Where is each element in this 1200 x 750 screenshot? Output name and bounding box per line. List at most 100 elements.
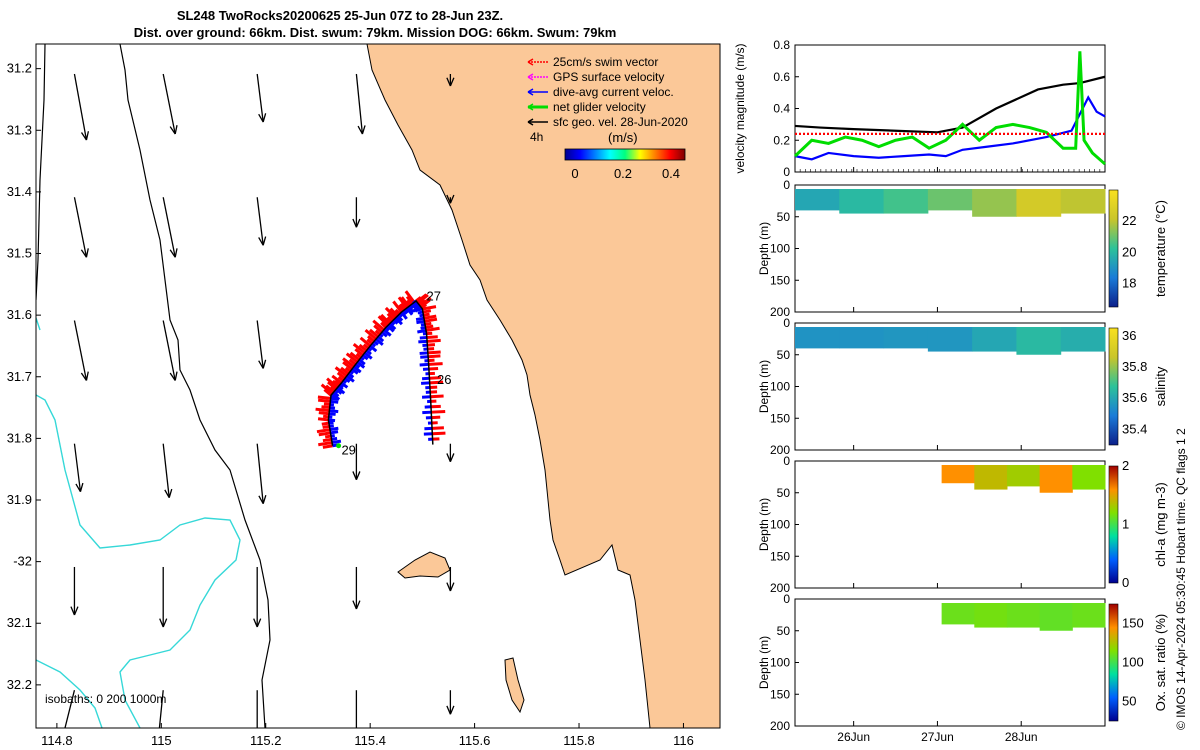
section-cell (1039, 603, 1073, 631)
y-tick-label: 31.8 (7, 430, 32, 445)
section-cell (974, 603, 1008, 628)
colorbar-tick-label: 0 (571, 166, 578, 181)
velocity-axes (794, 44, 1106, 173)
current-vector-ribbon (328, 299, 433, 448)
y-tick-label: 31.6 (7, 307, 32, 322)
colorbar-label: temperature (°C) (1153, 200, 1168, 297)
y-tick-label: 50 (777, 624, 791, 638)
chart-title: SL248 TwoRocks20200625 25-Jun 07Z to 28-… (176, 8, 504, 23)
y-axis-label: Depth (m) (757, 636, 771, 689)
y-tick-label: 31.5 (7, 246, 32, 261)
section-cell (839, 327, 885, 349)
legend-item: sfc geo. vel. 28-Jun-2020 (527, 115, 688, 129)
colorbar-tick-label: 50 (1122, 694, 1136, 709)
y-tick-label: 31.4 (7, 184, 32, 199)
y-tick-label: 0 (783, 165, 790, 179)
svg-text:net glider velocity: net glider velocity (553, 100, 646, 114)
y-tick-label: 150 (770, 549, 790, 563)
colorbar (1108, 327, 1119, 446)
isobath-200m (119, 44, 271, 728)
section-cell (927, 327, 973, 352)
geo-velocity-arrow (256, 443, 267, 505)
y-tick-label: 50 (777, 486, 791, 500)
colorbar-tick-label: 35.4 (1122, 421, 1147, 436)
x-tick-label: 116 (673, 733, 694, 748)
y-tick-label: 150 (770, 411, 790, 425)
y-axis-label: velocity magnitude (m/s) (733, 43, 747, 173)
x-tick-label: 115.4 (354, 733, 386, 748)
y-tick-label: 200 (770, 581, 790, 595)
y-tick-label: 0.6 (773, 70, 790, 84)
section-cell (1072, 603, 1106, 628)
colorbar-tick-label: 0.4 (662, 166, 680, 181)
section-cell (1016, 327, 1062, 355)
isobaths-label: isobaths: 0 200 1000m (45, 692, 167, 706)
isobath-1000m (36, 44, 46, 301)
swim-vector-ribbon (315, 290, 446, 449)
colorbar-tick-label: 1 (1122, 517, 1129, 532)
y-tick-label: -32 (13, 554, 32, 569)
x-tick-label: 115.6 (459, 733, 491, 748)
geo-velocity-arrow (256, 690, 258, 728)
y-tick-label: 100 (770, 656, 790, 670)
y-tick-label: 50 (777, 210, 791, 224)
y-tick-label: 0.4 (773, 102, 790, 116)
colorbar-tick-label: 22 (1122, 213, 1136, 228)
legend-item: net glider velocity (527, 100, 646, 114)
section-cell (1060, 327, 1106, 352)
geo-velocity-arrow (352, 566, 361, 610)
y-tick-label: 0 (783, 592, 790, 606)
geo-velocity-arrow (162, 443, 173, 499)
geo-velocity-arrow (256, 197, 267, 246)
y-tick-label: 100 (770, 380, 790, 394)
y-tick-label: 200 (770, 719, 790, 733)
y-tick-label: 150 (770, 687, 790, 701)
svg-text:GPS surface velocity: GPS surface velocity (553, 70, 664, 84)
geo-velocity-arrow (162, 197, 178, 258)
depth-section-panel: 0 50 100 150 200 Depth (m) 50 100 150 Ox. sat. ra… (757, 592, 1168, 733)
x-tick-label: 115.8 (563, 733, 595, 748)
y-tick-label: 32.1 (7, 615, 32, 630)
y-tick-label: 100 (770, 518, 790, 532)
y-tick-label: 0.2 (773, 133, 790, 147)
y-tick-label: 31.7 (7, 369, 32, 384)
track-start-marker (336, 443, 342, 449)
speed-colorbar (564, 148, 686, 161)
x-tick-label: 115 (151, 733, 172, 748)
colorbar-tick-label: 2 (1122, 458, 1129, 473)
glider-track (327, 299, 434, 446)
geo-velocity-arrow (355, 690, 358, 728)
geo-velocity-arrow (159, 566, 168, 628)
day-label: 26 (437, 372, 451, 387)
section-cell (972, 189, 1017, 217)
svg-text:25cm/s swim vector: 25cm/s swim vector (553, 55, 658, 69)
depth-section-panel: 0 50 100 150 200 Depth (m) 18 20 22 temperature (… (757, 178, 1168, 319)
colorbar-tick-label: 35.8 (1122, 359, 1147, 374)
colorbar-tick-label: 0.2 (614, 166, 632, 181)
y-axis-label: Depth (m) (757, 498, 771, 551)
y-tick-label: 50 (777, 348, 791, 362)
geo-velocity-arrow (446, 443, 455, 462)
chart-subtitle: Dist. over ground: 66km. Dist. swum: 79k… (133, 25, 617, 40)
geo-velocity-arrow (73, 73, 90, 141)
land-area (366, 44, 720, 728)
section-cell (839, 189, 885, 214)
isobath-0m (36, 317, 241, 728)
velocity-series-line (793, 51, 1106, 166)
section-cell (883, 189, 929, 214)
geo-velocity-arrow (162, 320, 178, 381)
credit-text: © IMOS 14-Apr-2024 05:30:45 Hobart time.… (1174, 428, 1188, 730)
island (397, 551, 451, 579)
geo-velocity-arrow (355, 73, 366, 135)
y-tick-label: 31.9 (7, 492, 32, 507)
y-tick-label: 0 (783, 316, 790, 330)
colorbar-note: 4h (530, 130, 543, 144)
legend-item: 25cm/s swim vector (527, 55, 658, 69)
y-axis-label: Depth (m) (757, 222, 771, 275)
section-cell (795, 327, 840, 349)
geo-velocity-arrow (73, 320, 89, 381)
geo-velocity-arrow (73, 197, 89, 258)
y-tick-label: 0 (783, 178, 790, 192)
